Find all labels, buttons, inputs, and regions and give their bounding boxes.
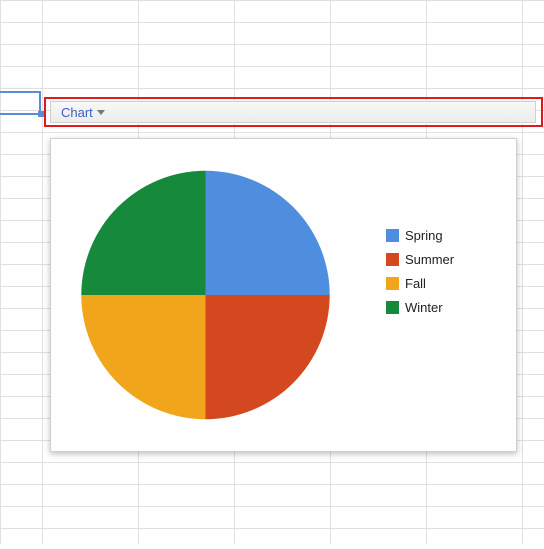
chevron-down-icon xyxy=(97,110,105,115)
legend-item-summer: Summer xyxy=(386,250,454,268)
legend-item-winter: Winter xyxy=(386,298,454,316)
pie-slice-fall xyxy=(81,295,205,419)
legend-label: Fall xyxy=(405,276,426,291)
chart-dropdown-label: Chart xyxy=(61,105,93,120)
pie-slice-summer xyxy=(206,295,330,419)
legend-swatch-icon xyxy=(386,229,399,242)
chart-dropdown-button[interactable]: Chart xyxy=(50,101,536,123)
legend-item-spring: Spring xyxy=(386,226,454,244)
legend-label: Spring xyxy=(405,228,443,243)
legend-swatch-icon xyxy=(386,301,399,314)
pie-slice-winter xyxy=(81,171,205,295)
legend-label: Summer xyxy=(405,252,454,267)
chart-object[interactable]: Spring Summer Fall Winter xyxy=(50,138,517,452)
legend-label: Winter xyxy=(405,300,443,315)
legend-swatch-icon xyxy=(386,253,399,266)
legend-swatch-icon xyxy=(386,277,399,290)
pie-slice-spring xyxy=(206,171,330,295)
legend-item-fall: Fall xyxy=(386,274,454,292)
chart-legend: Spring Summer Fall Winter xyxy=(386,226,454,322)
